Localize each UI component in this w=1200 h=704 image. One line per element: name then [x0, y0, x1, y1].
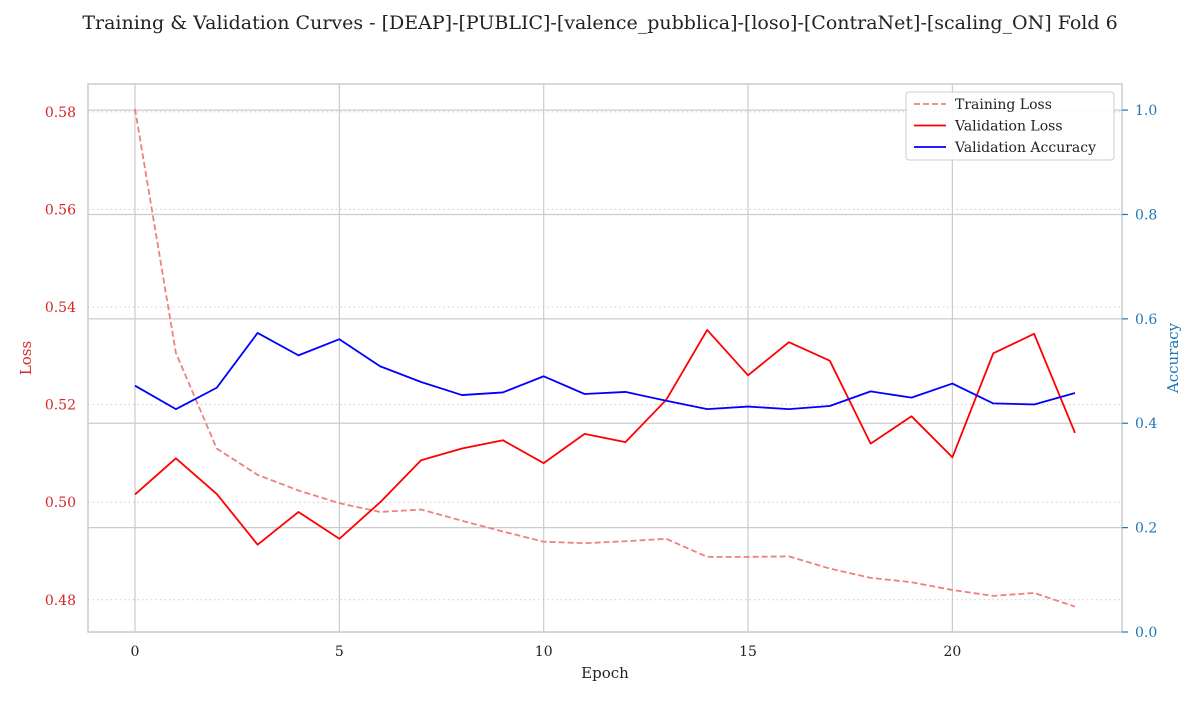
- x-tick-label: 5: [335, 644, 344, 660]
- y-left-tick-label: 0.48: [45, 593, 76, 609]
- x-axis-label: Epoch: [581, 664, 629, 682]
- y-left-tick-label: 0.54: [45, 300, 76, 316]
- series-training-loss-line: [134, 108, 1076, 608]
- y-right-tick-label: 0.2: [1135, 521, 1157, 537]
- x-tick-label: 10: [535, 644, 553, 660]
- y-axis-left-label: Loss: [17, 341, 35, 375]
- y-left-tick-label: 0.52: [45, 398, 76, 414]
- y-right-tick-label: 0.8: [1135, 207, 1157, 223]
- y-left-tick-label: 0.50: [45, 495, 76, 511]
- series-validation-accuracy-line: [134, 332, 1076, 411]
- legend-label: Validation Accuracy: [954, 140, 1096, 156]
- grid-layer: [88, 84, 1122, 633]
- series-validation-loss-line: [134, 329, 1076, 546]
- legend: Training Loss Validation Loss Validation A…: [905, 91, 1115, 161]
- legend-label: Validation Loss: [954, 119, 1063, 135]
- series-layer: [134, 108, 1076, 608]
- chart-title: Training & Validation Curves - [DEAP]-[P…: [82, 12, 1117, 34]
- x-tick-label: 0: [131, 644, 140, 660]
- x-tick-label: 15: [739, 644, 757, 660]
- y-right-tick-label: 1.0: [1135, 103, 1157, 119]
- legend-label: Training Loss: [955, 97, 1052, 113]
- x-tick-label: 20: [943, 644, 961, 660]
- ticks-layer: 0 5 10 15 20 0.48 0.50 0.52 0.54 0.56 0.58 0.0 0.2 0.…: [45, 103, 1158, 660]
- y-right-tick-label: 0.0: [1135, 625, 1157, 641]
- y-left-tick-label: 0.58: [45, 105, 76, 121]
- legend-box: [905, 91, 1115, 161]
- y-left-tick-label: 0.56: [45, 202, 76, 218]
- y-right-tick-label: 0.6: [1135, 312, 1157, 328]
- frame-layer: [87, 83, 1123, 633]
- y-right-tick-label: 0.4: [1135, 416, 1157, 432]
- plot-frame: [87, 83, 1123, 633]
- y-axis-right-label: Accuracy: [1164, 322, 1182, 394]
